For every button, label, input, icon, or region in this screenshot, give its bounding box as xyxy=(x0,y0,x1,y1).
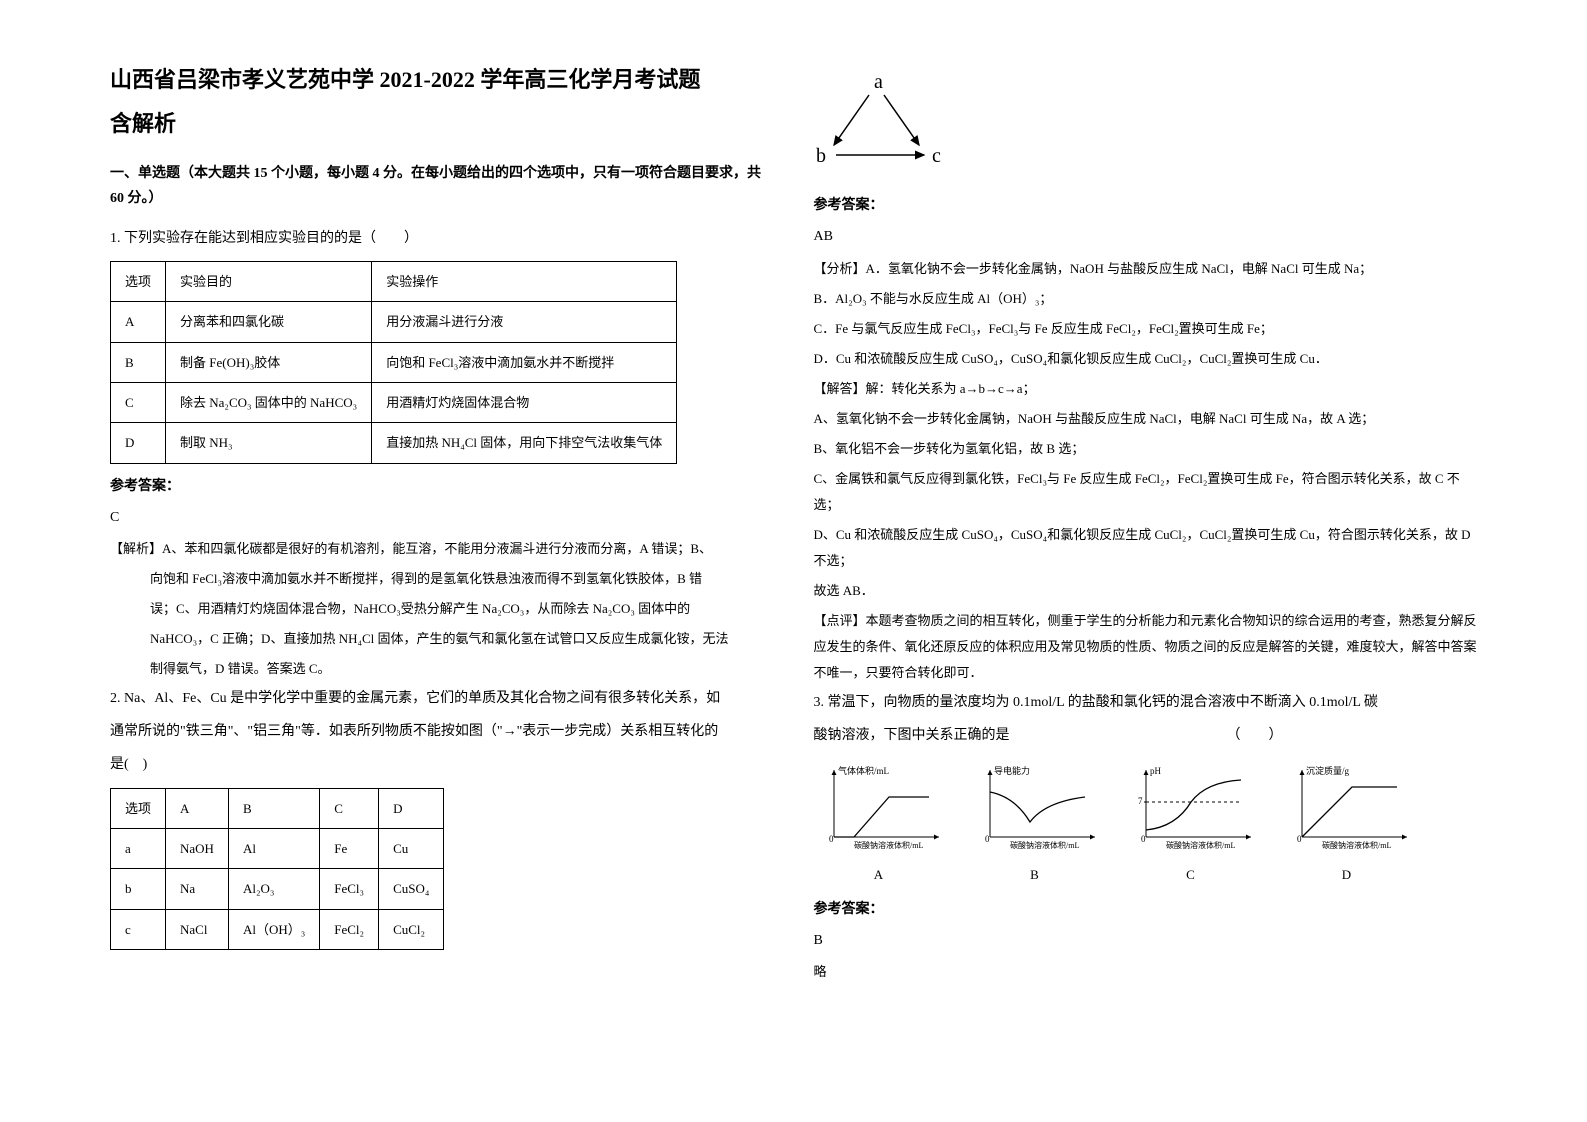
q2-diagram: a b c xyxy=(814,70,1478,179)
table-header: 选项 xyxy=(111,261,166,301)
table-row: aNaOHAlFeCu xyxy=(111,829,444,869)
chart-a: 气体体积/mL 0 碳酸钠溶液体积/mL A xyxy=(814,762,944,887)
q1-stem: 1. 下列实验存在能达到相应实验目的的是（ ） xyxy=(110,226,774,251)
q2-answer: AB xyxy=(814,224,1478,249)
q3-charts: 气体体积/mL 0 碳酸钠溶液体积/mL A 导电能力 0 碳酸钠溶液体积/mL… xyxy=(814,762,1478,887)
svg-text:0: 0 xyxy=(829,834,834,844)
table-row: 选项 A B C D xyxy=(111,788,444,828)
table-row: bNaAl₂O₃FeCl₃CuSO₄ xyxy=(111,869,444,909)
diagram-label-b: b xyxy=(816,145,826,167)
table-row: 选项 实验目的 实验操作 xyxy=(111,261,677,301)
table-row: B制备 Fe(OH)₃胶体向饱和 FeCl₃溶液中滴加氨水并不断搅拌 xyxy=(111,342,677,382)
table-row: cNaClAl（OH）₃FeCl₂CuCl₂ xyxy=(111,909,444,949)
q1-explain: 【解析】A、苯和四氯化碳都是很好的有机溶剂，能互溶，不能用分液漏斗进行分液而分离… xyxy=(110,536,774,562)
q3-answer-label: 参考答案： xyxy=(814,897,1478,922)
q2-stem-1: 通常所说的"铁三角"、"铝三角"等．如表所列物质不能按如图（"→"表示一步完成）… xyxy=(110,719,774,744)
table-row: D制取 NH₃直接加热 NH₄Cl 固体，用向下排空气法收集气体 xyxy=(111,423,677,463)
right-column: a b c 参考答案： AB 【分析】A．氢氧化钠不会一步转化金属钠，NaOH … xyxy=(794,60,1498,1062)
q2-table: 选项 A B C D aNaOHAlFeCu bNaAl₂O₃FeCl₃CuSO… xyxy=(110,788,444,951)
q2-answer-label: 参考答案： xyxy=(814,193,1478,218)
svg-text:0: 0 xyxy=(1141,834,1146,844)
q2-stem-2: 是( ) xyxy=(110,752,774,777)
q3-stem-1: 酸钠溶液，下图中关系正确的是 （ ） xyxy=(814,723,1478,748)
table-row: A分离苯和四氯化碳用分液漏斗进行分液 xyxy=(111,302,677,342)
q3-omit: 略 xyxy=(814,959,1478,985)
title-line1: 山西省吕梁市孝义艺苑中学 2021-2022 学年高三化学月考试题 xyxy=(110,60,774,100)
section1-heading: 一、单选题（本大题共 15 个小题，每小题 4 分。在每小题给出的四个选项中，只… xyxy=(110,161,774,211)
table-row: C除去 Na₂CO₃ 固体中的 NaHCO₃用酒精灯灼烧固体混合物 xyxy=(111,382,677,422)
title-line2: 含解析 xyxy=(110,104,774,144)
chart-d: 沉淀质量/g 0 碳酸钠溶液体积/mL D xyxy=(1282,762,1412,887)
svg-text:pH: pH xyxy=(1150,766,1162,776)
diagram-label-a: a xyxy=(874,71,883,93)
svg-text:7: 7 xyxy=(1138,796,1143,806)
svg-text:沉淀质量/g: 沉淀质量/g xyxy=(1306,765,1350,776)
svg-text:碳酸钠溶液体积/mL: 碳酸钠溶液体积/mL xyxy=(854,840,923,850)
left-column: 山西省吕梁市孝义艺苑中学 2021-2022 学年高三化学月考试题 含解析 一、… xyxy=(90,60,794,1062)
q2-stem-0: 2. Na、Al、Fe、Cu 是中学化学中重要的金属元素，它们的单质及其化合物之… xyxy=(110,686,774,711)
svg-text:导电能力: 导电能力 xyxy=(994,765,1030,776)
q1-answer: C xyxy=(110,505,774,530)
q3-answer: B xyxy=(814,928,1478,953)
chart-b: 导电能力 0 碳酸钠溶液体积/mL B xyxy=(970,762,1100,887)
triangle-diagram-svg: a b c xyxy=(814,70,954,170)
diagram-label-c: c xyxy=(932,145,941,167)
q3-stem-0: 3. 常温下，向物质的量浓度均为 0.1mol/L 的盐酸和氯化钙的混合溶液中不… xyxy=(814,690,1478,715)
chart-c: pH 7 0 碳酸钠溶液体积/mL C xyxy=(1126,762,1256,887)
svg-text:气体体积/mL: 气体体积/mL xyxy=(838,765,889,776)
svg-text:碳酸钠溶液体积/mL: 碳酸钠溶液体积/mL xyxy=(1010,840,1079,850)
svg-text:0: 0 xyxy=(1297,834,1302,844)
svg-text:碳酸钠溶液体积/mL: 碳酸钠溶液体积/mL xyxy=(1322,840,1391,850)
q1-table: 选项 实验目的 实验操作 A分离苯和四氯化碳用分液漏斗进行分液 B制备 Fe(O… xyxy=(110,261,677,464)
svg-text:0: 0 xyxy=(985,834,990,844)
q1-answer-label: 参考答案： xyxy=(110,474,774,499)
table-header: 实验目的 xyxy=(166,261,372,301)
svg-text:碳酸钠溶液体积/mL: 碳酸钠溶液体积/mL xyxy=(1166,840,1235,850)
table-header: 实验操作 xyxy=(372,261,677,301)
